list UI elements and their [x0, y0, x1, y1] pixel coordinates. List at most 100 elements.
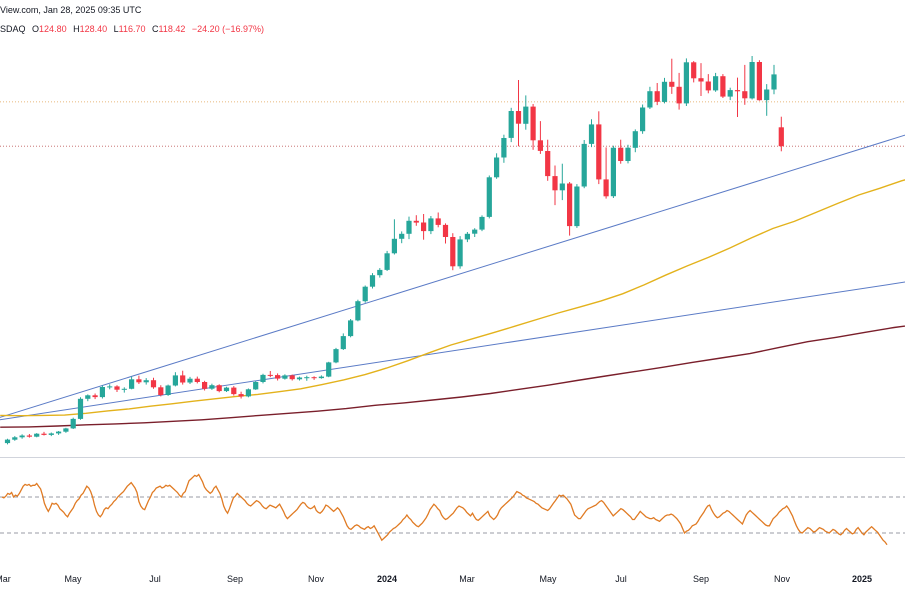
- low-label: L: [113, 24, 119, 34]
- candle-body: [559, 183, 565, 191]
- candle-body: [545, 151, 551, 177]
- candle-body: [136, 379, 142, 383]
- candle-body: [713, 76, 719, 91]
- candle-body: [180, 375, 186, 383]
- candle-body: [384, 253, 390, 270]
- candle-body: [209, 385, 215, 389]
- candle-body: [391, 238, 397, 254]
- candle-body: [406, 220, 412, 234]
- candle-body: [515, 111, 522, 124]
- candle-body: [530, 106, 536, 141]
- candle-body: [355, 301, 361, 321]
- x-tick-label: Jul: [615, 574, 627, 584]
- rsi-pane: [0, 457, 905, 546]
- open-value: 124.80: [39, 24, 67, 34]
- candle-body: [413, 220, 419, 223]
- candle-body: [26, 435, 32, 437]
- symbol-label: SDAQ: [0, 24, 26, 34]
- candle-body: [464, 233, 470, 240]
- candle-body: [12, 437, 18, 440]
- x-tick-label: Nov: [774, 574, 791, 584]
- candle-body: [640, 107, 646, 132]
- candle-body: [727, 90, 733, 97]
- candle-body: [472, 229, 478, 234]
- candle-body: [537, 140, 543, 151]
- candle-body: [596, 124, 602, 180]
- candle-body: [114, 386, 120, 390]
- candle-body: [610, 147, 616, 197]
- x-tick-label: May: [539, 574, 557, 584]
- candle-body: [486, 177, 492, 217]
- candle-body: [691, 62, 697, 79]
- candle-body: [19, 435, 25, 438]
- candle-body: [245, 389, 251, 397]
- candle-body: [63, 428, 69, 432]
- candle-body: [479, 216, 485, 230]
- candle-body: [581, 143, 587, 187]
- candle-body: [318, 376, 324, 379]
- close-label: C: [152, 24, 159, 34]
- candle-body: [187, 378, 193, 383]
- x-tick-label: Sep: [693, 574, 709, 584]
- candle-body: [442, 224, 449, 237]
- close-value: 118.42: [158, 24, 186, 34]
- candle-body: [771, 74, 777, 90]
- candle-body: [289, 375, 295, 380]
- candle-body: [92, 395, 98, 398]
- candle-body: [260, 374, 266, 382]
- candle-body: [552, 176, 558, 191]
- change-value: −24.20 (−16.97%): [191, 24, 264, 34]
- candle-body: [304, 377, 310, 379]
- candle-body: [698, 78, 704, 82]
- candle-body: [494, 157, 500, 178]
- candle-body: [56, 431, 62, 434]
- low-value: 116.70: [118, 24, 146, 34]
- candle-body: [603, 179, 609, 197]
- candle-body: [70, 418, 76, 429]
- candle-body: [275, 375, 281, 379]
- candle-body: [450, 237, 456, 267]
- candle-body: [340, 336, 346, 350]
- candle-body: [457, 239, 463, 267]
- trendline: [0, 134, 905, 418]
- candle-body: [742, 91, 748, 99]
- x-axis: Mar May Jul Sep Nov 2024 Mar May Jul Sep Nov 2025: [0, 574, 872, 584]
- candle-body: [253, 382, 259, 390]
- x-tick-label: 2025: [852, 574, 872, 584]
- candle-body: [720, 76, 726, 97]
- candle-body: [267, 374, 273, 376]
- candle-body: [625, 147, 631, 161]
- candle-body: [194, 378, 200, 382]
- candle-body: [296, 377, 303, 380]
- candle-body: [99, 387, 105, 398]
- candle-body: [574, 186, 580, 227]
- candle-body: [683, 62, 689, 104]
- high-value: 128.40: [79, 24, 108, 34]
- x-tick-label: Mar: [0, 574, 11, 584]
- rsi-line: [1, 473, 888, 546]
- candle-body: [165, 385, 171, 395]
- candle-body: [48, 433, 54, 435]
- candle-body: [749, 62, 755, 99]
- trendlines: [0, 134, 905, 421]
- ohlc-legend: SDAQ O124.80 H128.40 L116.70 C118.42 −24…: [0, 24, 264, 34]
- reference-lines: [0, 101, 905, 147]
- candle-body: [150, 380, 157, 388]
- candle-body: [421, 222, 427, 232]
- candle-body: [661, 81, 668, 102]
- candle-body: [501, 138, 507, 158]
- candle-body: [34, 433, 40, 437]
- candle-body: [567, 183, 573, 227]
- x-tick-label: Jul: [149, 574, 161, 584]
- candle-body: [654, 91, 660, 102]
- candle-body: [238, 394, 244, 397]
- candle-body: [348, 320, 354, 337]
- candle-body: [231, 387, 237, 395]
- candle-body: [143, 380, 149, 383]
- candle-body: [362, 286, 368, 302]
- x-tick-label: Mar: [459, 574, 475, 584]
- candle-body: [428, 218, 434, 232]
- candle-body: [435, 218, 441, 225]
- x-tick-label: Nov: [308, 574, 325, 584]
